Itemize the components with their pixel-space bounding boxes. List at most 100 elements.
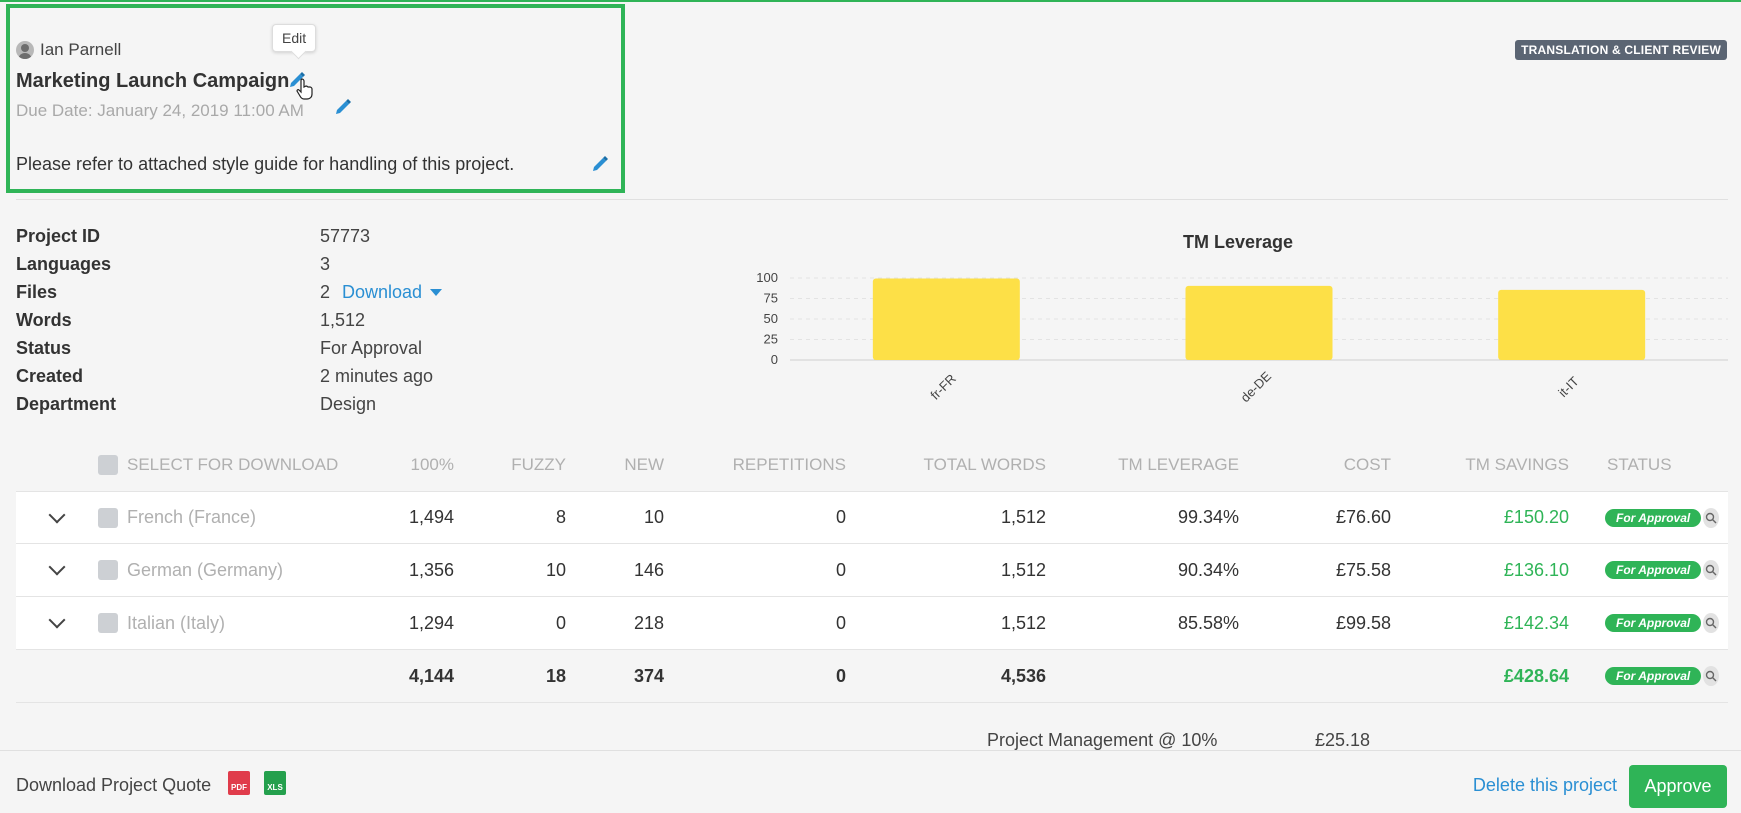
detail-row-status: Status For Approval [16,334,442,362]
header-new: NEW [624,455,664,474]
edit-note-pencil-icon[interactable] [590,154,610,174]
total-total-words: 4,536 [1000,665,1046,686]
download-quote-label: Download Project Quote [16,775,212,795]
cell-tm-leverage: 90.34% [1177,559,1239,580]
cell-new: 10 [643,507,664,527]
project-details: Project ID 57773 Languages 3 Files 2 Dow… [16,222,443,418]
x-tick-label: it-IT [1555,374,1581,400]
row-checkbox[interactable] [98,613,118,633]
y-tick-label: 50 [764,311,778,326]
detail-row-created: Created 2 minutes ago [16,362,442,390]
project-header-highlight [6,4,625,193]
pdf-file-icon[interactable]: PDF [228,771,250,795]
language-table: SELECT FOR DOWNLOAD 100% FUZZY NEW REPET… [16,439,1728,703]
cell-tm-leverage: 85.58% [1177,612,1239,633]
header-total-words: TOTAL WORDS [923,455,1046,474]
cell-total-words: 1,512 [1000,507,1046,527]
due-date: Due Date: January 24, 2019 11:00 AM [16,101,304,120]
caret-down-icon [430,288,443,296]
header-fuzzy: FUZZY [511,455,566,474]
select-for-download-label: SELECT FOR DOWNLOAD [127,455,339,474]
detail-label: Created [16,365,84,386]
project-management-label: Project Management @ 10% [987,730,1218,750]
project-note: Please refer to attached style guide for… [16,154,515,174]
language-name: French (France) [127,507,257,527]
detail-value: 57773 [320,225,371,246]
project-title: Marketing Launch Campaign [16,70,290,92]
row-checkbox[interactable] [98,560,118,580]
cell-fuzzy: 10 [545,559,566,580]
x-tick-label: fr-FR [927,371,959,403]
detail-label: Languages [16,253,112,274]
cell-total-words: 1,512 [1000,559,1046,580]
chart-bar [1498,289,1646,360]
select-all-header: SELECT FOR DOWNLOAD [98,455,348,475]
edit-title-pencil-icon[interactable] [287,70,307,90]
chart-bar [1185,285,1333,360]
delete-project-link[interactable]: Delete this project [1472,775,1617,795]
total-fuzzy: 18 [545,665,566,686]
expand-chevron-icon[interactable] [48,506,66,523]
xls-file-icon[interactable]: XLS [264,771,286,795]
detail-value-files: 2 Download [320,281,443,303]
y-tick-label: 75 [764,291,778,306]
expand-chevron-icon[interactable] [48,611,66,629]
row-checkbox[interactable] [98,507,118,528]
cell-100: 1,294 [408,612,454,633]
tm-leverage-chart: 0 25 50 75 100 fr-FR de-DE it-IT [756,270,1728,405]
detail-label: Status [16,337,72,358]
search-icon[interactable] [1703,666,1719,686]
expand-chevron-icon[interactable] [48,558,66,576]
status-badge: For Approval [1605,667,1702,685]
detail-label: Department [16,393,117,414]
table-row: French (France) 1,494 8 10 0 1,512 99.34… [16,491,1728,544]
footer-bar: Download Project Quote PDF XLS Delete th… [0,750,1741,813]
top-accent-line [0,0,1741,2]
edit-due-date-pencil-icon[interactable] [333,97,353,117]
x-tick-label: de-DE [1237,368,1274,405]
header-100: 100% [410,455,454,474]
cell-cost: £99.58 [1335,612,1391,633]
detail-label: Words [16,309,72,330]
chart-bar [872,278,1020,360]
cell-cost: £75.58 [1335,559,1391,580]
search-icon[interactable] [1703,560,1719,580]
header-status: STATUS [1607,455,1672,474]
files-count: 2 [320,281,331,302]
search-icon[interactable] [1703,613,1719,633]
cell-repetitions: 0 [835,559,846,580]
table-row: German (Germany) 1,356 10 146 0 1,512 90… [16,544,1728,597]
status-badge: For Approval [1605,614,1702,632]
cell-tm-savings: £150.20 [1503,507,1569,527]
detail-row-files: Files 2 Download [16,278,443,306]
total-repetitions: 0 [835,665,846,686]
detail-row-department: Department Design [16,390,442,418]
cell-fuzzy: 8 [555,507,566,527]
detail-label: Files [16,281,58,302]
cell-tm-savings: £136.10 [1503,559,1569,580]
cell-repetitions: 0 [835,507,846,527]
cell-cost: £76.60 [1335,507,1391,527]
cell-tm-savings: £142.34 [1503,612,1569,633]
header-repetitions: REPETITIONS [732,455,846,474]
cell-new: 218 [633,612,664,633]
approve-button[interactable]: Approve [1629,765,1727,808]
totals-row: 4,144 18 374 0 4,536 £428.64 For Approva… [16,650,1728,703]
status-badge: For Approval [1605,561,1702,579]
total-new: 374 [633,665,664,686]
detail-value: Design [320,393,377,414]
language-name: Italian (Italy) [127,612,226,633]
table-row: Italian (Italy) 1,294 0 218 0 1,512 85.5… [16,597,1728,650]
download-files-dropdown[interactable]: Download [342,282,443,303]
total-tm-savings: £428.64 [1503,665,1569,686]
total-100: 4,144 [408,665,454,686]
edit-tooltip: Edit [272,24,317,52]
header-tm-savings: TM SAVINGS [1465,455,1569,474]
detail-row-languages: Languages 3 [16,250,442,278]
y-tick-label: 0 [771,352,778,367]
detail-value: 1,512 [320,309,366,330]
select-all-checkbox[interactable] [98,455,118,475]
status-badge: For Approval [1605,508,1702,527]
search-icon[interactable] [1703,507,1719,528]
detail-row-project-id: Project ID 57773 [16,222,442,250]
